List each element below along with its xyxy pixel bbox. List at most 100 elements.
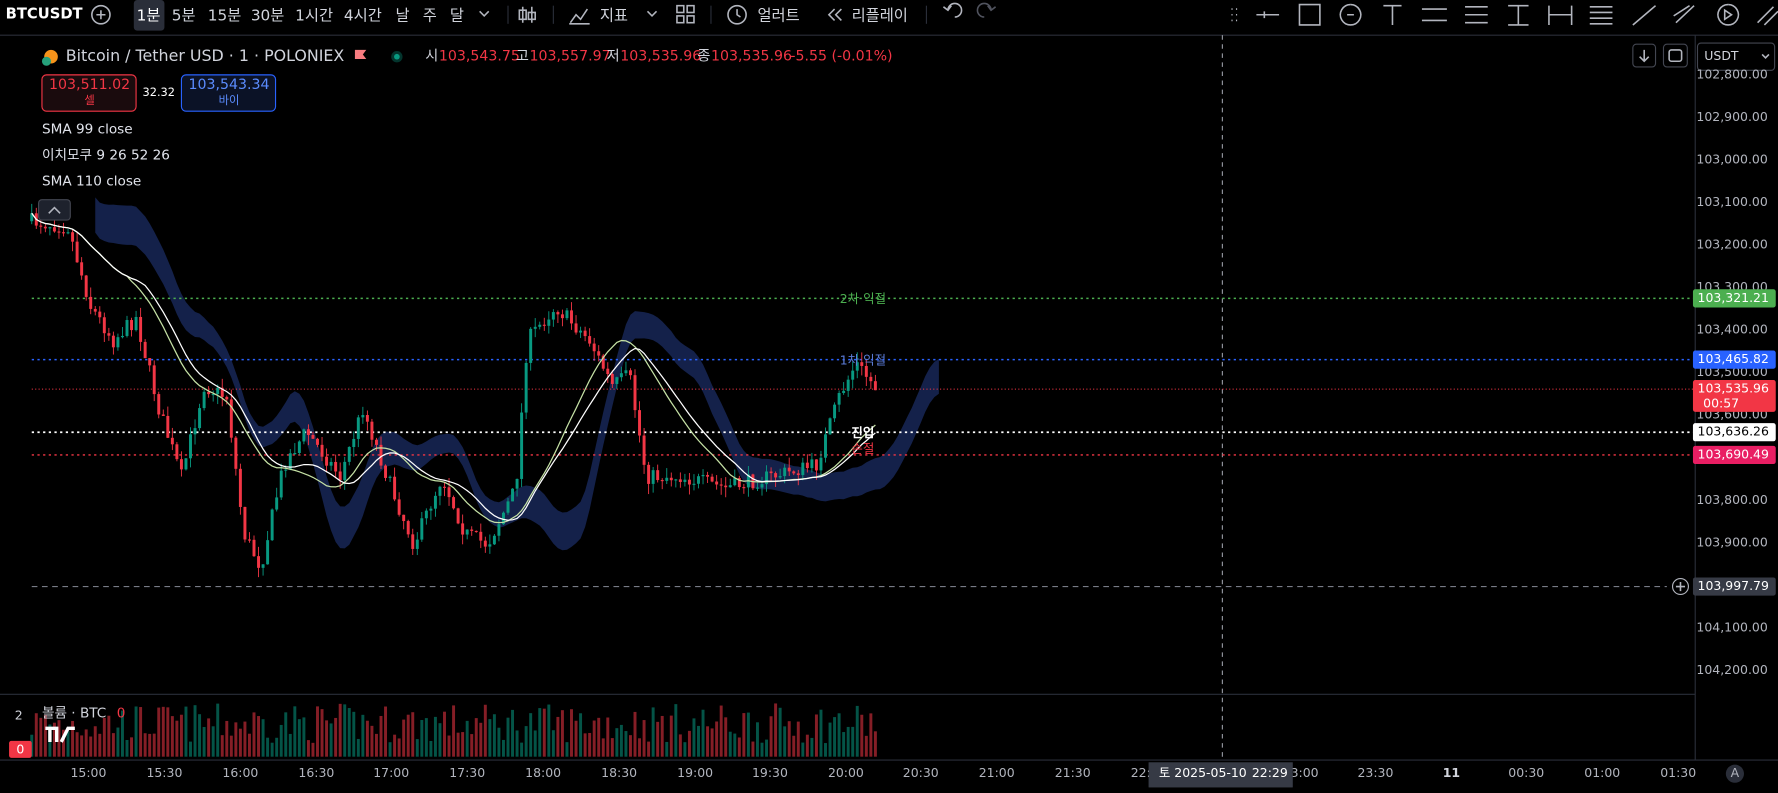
symbol[interactable]: BTCUSDT	[6, 6, 83, 23]
countdown: 00:57	[1703, 395, 1739, 410]
sell-label[interactable]: 셀	[84, 93, 94, 107]
volume-bar	[755, 722, 759, 757]
candle-body	[93, 308, 97, 312]
scroll-button[interactable]	[1632, 43, 1657, 68]
chart-type-icon[interactable]	[518, 6, 537, 23]
interval-button[interactable]: 4시간	[344, 6, 382, 24]
candle-body	[316, 438, 319, 445]
indicator-legend[interactable]: 이치모쿠 9 26 52 26	[42, 147, 170, 163]
buy-price[interactable]: 103,543.34	[189, 77, 270, 93]
ohlc-label: 고	[516, 49, 529, 65]
volume-bar	[157, 707, 161, 757]
candle-body	[116, 337, 120, 348]
symbol-logo-quote	[41, 56, 52, 66]
symbol-title: Bitcoin / Tether USD · 1 · POLONIEX	[66, 46, 345, 65]
drawing-tool-icon[interactable]	[1548, 5, 1573, 25]
drawing-tool-icon[interactable]	[1632, 5, 1657, 26]
ohlc-value: 103,543.75	[439, 49, 520, 65]
undo-icon[interactable]	[942, 2, 963, 18]
indicators-button[interactable]: 지표	[600, 6, 628, 24]
sell-button[interactable]	[41, 74, 137, 112]
alert-icon[interactable]	[727, 4, 747, 25]
volume-bar	[501, 739, 505, 757]
candle-body	[157, 394, 161, 415]
interval-button[interactable]: 날	[396, 6, 410, 24]
indicator-legend[interactable]: SMA 110 close	[42, 174, 141, 190]
replay-button[interactable]: 리플레이	[852, 6, 908, 24]
volume-bar	[71, 720, 75, 757]
sell-price[interactable]: 103,511.02	[49, 77, 130, 93]
volume-bar	[488, 719, 492, 757]
interval-button[interactable]: 15분	[208, 6, 242, 24]
volume-bar	[229, 735, 233, 757]
volume-bar	[279, 724, 283, 757]
time-axis-label: 17:30	[449, 765, 485, 780]
volume-bar	[189, 741, 192, 757]
drawing-tool-icon[interactable]	[1298, 3, 1321, 26]
drawing-tool-icon[interactable]	[1717, 3, 1740, 26]
drawing-tool-icon[interactable]	[1465, 6, 1488, 24]
candle-body	[760, 484, 764, 488]
interval-button[interactable]: 1시간	[295, 6, 333, 24]
volume-bar	[424, 718, 428, 757]
drawing-tool-icon[interactable]	[1673, 5, 1695, 24]
interval-button[interactable]: 1분	[137, 6, 161, 24]
drawing-tool-icon[interactable]	[1757, 6, 1778, 26]
buy-button[interactable]	[180, 74, 277, 112]
line-label: 2차 익절	[840, 291, 886, 306]
volume-bar	[579, 713, 583, 757]
currency[interactable]: USDT	[1704, 48, 1739, 63]
volume-bar	[288, 733, 292, 757]
volume-bar	[388, 742, 392, 757]
interval-chevron[interactable]	[479, 10, 490, 18]
price-tag	[1692, 577, 1776, 596]
volume-zero-box	[9, 740, 32, 758]
volume-bar	[111, 733, 115, 757]
add-symbol-icon[interactable]	[91, 4, 111, 25]
candle-body	[610, 374, 614, 384]
layout-icon[interactable]	[676, 4, 685, 14]
interval-button[interactable]: 주	[423, 6, 437, 24]
collapse-button[interactable]	[37, 199, 71, 221]
volume-bar	[166, 707, 170, 757]
add-alert-button[interactable]	[1671, 578, 1689, 596]
volume-bar	[57, 720, 61, 757]
volume-bar	[864, 735, 868, 757]
drawing-tool-icon[interactable]	[1256, 11, 1280, 19]
candle-body	[774, 473, 778, 478]
auto-scale-label[interactable]: A	[1731, 765, 1740, 780]
candle-body	[329, 461, 333, 466]
flag-icon[interactable]	[354, 49, 367, 59]
replay-icon[interactable]	[827, 8, 842, 21]
drawing-tool-icon[interactable]	[1589, 6, 1613, 25]
auto-scale-button[interactable]	[1725, 764, 1744, 783]
indicator-icon[interactable]	[569, 8, 590, 25]
candle-body	[855, 362, 859, 371]
drawing-tool-icon[interactable]	[1339, 3, 1362, 26]
interval-button[interactable]: 30분	[251, 6, 285, 24]
alert-button[interactable]: 얼러트	[757, 6, 799, 24]
drawing-tool-icon[interactable]	[1421, 8, 1447, 22]
interval-button[interactable]: 5분	[172, 6, 196, 24]
candle-body	[238, 468, 242, 507]
drawing-tool-icon[interactable]	[1383, 4, 1402, 25]
interval-button[interactable]: 달	[450, 6, 464, 24]
volume-bar	[438, 723, 442, 757]
buy-label[interactable]: 바이	[219, 93, 240, 107]
indicator-legend[interactable]: SMA 99 close	[42, 121, 133, 137]
drawing-tool-icon[interactable]	[1508, 4, 1529, 26]
candle-body	[733, 478, 737, 486]
ohlc-value: 103,557.97	[530, 49, 611, 65]
redo-icon[interactable]	[976, 2, 997, 18]
volume-bar	[297, 719, 301, 757]
candle-body	[107, 333, 111, 336]
ohlc-label: 시	[425, 49, 438, 65]
currency-select[interactable]	[1696, 42, 1776, 71]
indicator-chevron[interactable]	[646, 10, 658, 18]
reset-button[interactable]	[1662, 43, 1688, 68]
crosshair-time: 22:29	[1252, 765, 1288, 780]
candle-body	[833, 404, 837, 419]
volume-bar	[220, 735, 224, 757]
candle-body	[787, 467, 791, 472]
